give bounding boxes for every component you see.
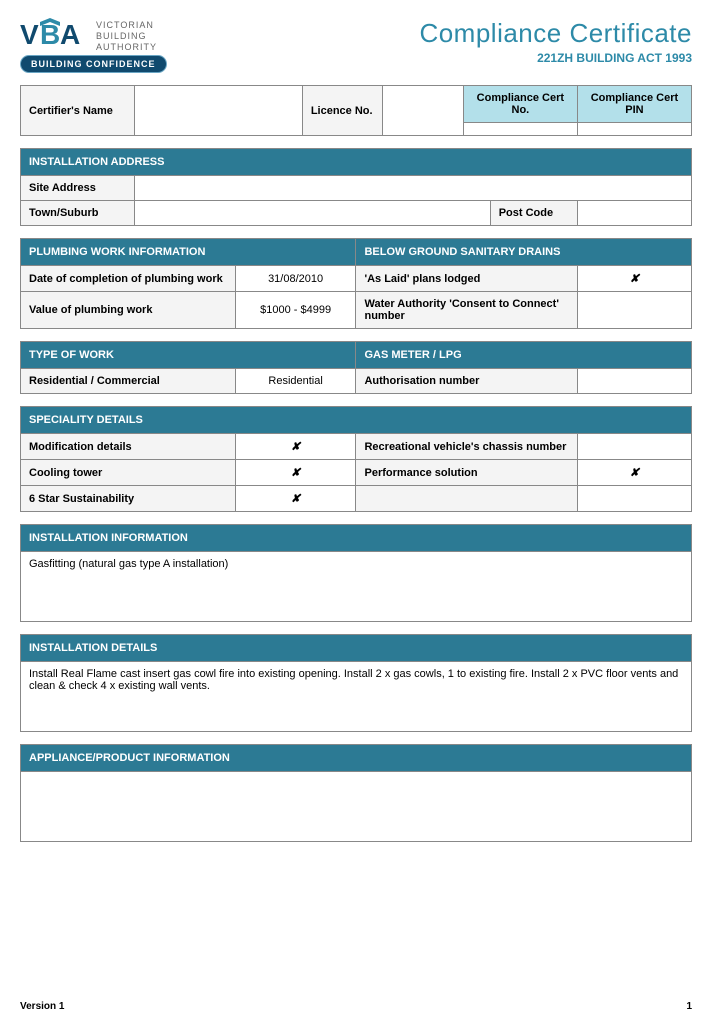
install-details-text: Install Real Flame cast insert gas cowl … [21, 662, 692, 732]
mod-label: Modification details [21, 434, 236, 460]
certifier-name-label: Certifier's Name [21, 86, 135, 136]
licence-value [383, 86, 464, 136]
rec-value [577, 434, 691, 460]
type-header-right: GAS METER / LPG [356, 342, 692, 369]
plumbing-table: PLUMBING WORK INFORMATION BELOW GROUND S… [20, 238, 692, 329]
cert-no-value [463, 123, 577, 136]
install-info-table: INSTALLATION INFORMATION Gasfitting (nat… [20, 524, 692, 622]
page-footer: Version 1 1 [20, 1001, 692, 1012]
appliance-header: APPLIANCE/PRODUCT INFORMATION [21, 745, 692, 772]
cool-label: Cooling tower [21, 460, 236, 486]
mod-value: ✘ [235, 434, 356, 460]
res-com-value: Residential [235, 369, 356, 394]
value-value: $1000 - $4999 [235, 292, 356, 329]
speciality-header: SPECIALITY DETAILS [21, 407, 692, 434]
page-number: 1 [686, 1001, 692, 1012]
water-auth-value [577, 292, 691, 329]
site-addr-value [135, 176, 692, 201]
town-value [135, 201, 491, 226]
date-value: 31/08/2010 [235, 266, 356, 292]
page-header: V B A VICTORIAN BUILDING AUTHORITY BUILD… [20, 18, 692, 73]
install-details-table: INSTALLATION DETAILS Install Real Flame … [20, 634, 692, 732]
auth-label: Authorisation number [356, 369, 577, 394]
auth-value [577, 369, 691, 394]
org-line3: AUTHORITY [96, 42, 157, 53]
plumbing-header-right: BELOW GROUND SANITARY DRAINS [356, 239, 692, 266]
postcode-label: Post Code [490, 201, 577, 226]
confidence-badge: BUILDING CONFIDENCE [20, 55, 167, 73]
licence-label: Licence No. [302, 86, 383, 136]
certifier-table: Certifier's Name Licence No. Compliance … [20, 85, 692, 136]
svg-text:A: A [60, 19, 80, 50]
town-label: Town/Suburb [21, 201, 135, 226]
plumbing-header-left: PLUMBING WORK INFORMATION [21, 239, 356, 266]
logo-block: V B A VICTORIAN BUILDING AUTHORITY BUILD… [20, 18, 167, 73]
install-info-header: INSTALLATION INFORMATION [21, 525, 692, 552]
svg-text:V: V [20, 19, 39, 50]
res-com-label: Residential / Commercial [21, 369, 236, 394]
type-of-work-table: TYPE OF WORK GAS METER / LPG Residential… [20, 341, 692, 394]
water-auth-label: Water Authority 'Consent to Connect' num… [356, 292, 577, 329]
cert-no-label: Compliance Cert No. [463, 86, 577, 123]
install-details-header: INSTALLATION DETAILS [21, 635, 692, 662]
cert-pin-label: Compliance Cert PIN [577, 86, 691, 123]
perf-value: ✘ [577, 460, 691, 486]
star-label: 6 Star Sustainability [21, 486, 236, 512]
appliance-text [21, 772, 692, 842]
install-info-text: Gasfitting (natural gas type A installat… [21, 552, 692, 622]
version-text: Version 1 [20, 1001, 64, 1012]
as-laid-value: ✘ [577, 266, 691, 292]
postcode-value [577, 201, 691, 226]
as-laid-label: 'As Laid' plans lodged [356, 266, 577, 292]
cool-value: ✘ [235, 460, 356, 486]
install-addr-header: INSTALLATION ADDRESS [21, 149, 692, 176]
site-addr-label: Site Address [21, 176, 135, 201]
cert-pin-value [577, 123, 691, 136]
org-name: VICTORIAN BUILDING AUTHORITY [96, 20, 157, 52]
appliance-table: APPLIANCE/PRODUCT INFORMATION [20, 744, 692, 842]
value-label: Value of plumbing work [21, 292, 236, 329]
speciality-table: SPECIALITY DETAILS Modification details … [20, 406, 692, 512]
perf-label: Performance solution [356, 460, 577, 486]
type-header-left: TYPE OF WORK [21, 342, 356, 369]
org-line1: VICTORIAN [96, 20, 157, 31]
org-line2: BUILDING [96, 31, 157, 42]
rec-label: Recreational vehicle's chassis number [356, 434, 577, 460]
title-block: Compliance Certificate 221ZH BUILDING AC… [419, 18, 692, 65]
date-label: Date of completion of plumbing work [21, 266, 236, 292]
vba-logo-icon: V B A [20, 18, 90, 52]
install-addr-table: INSTALLATION ADDRESS Site Address Town/S… [20, 148, 692, 226]
star-value: ✘ [235, 486, 356, 512]
certifier-name-value [135, 86, 303, 136]
sub-title: 221ZH BUILDING ACT 1993 [419, 51, 692, 65]
main-title: Compliance Certificate [419, 18, 692, 49]
